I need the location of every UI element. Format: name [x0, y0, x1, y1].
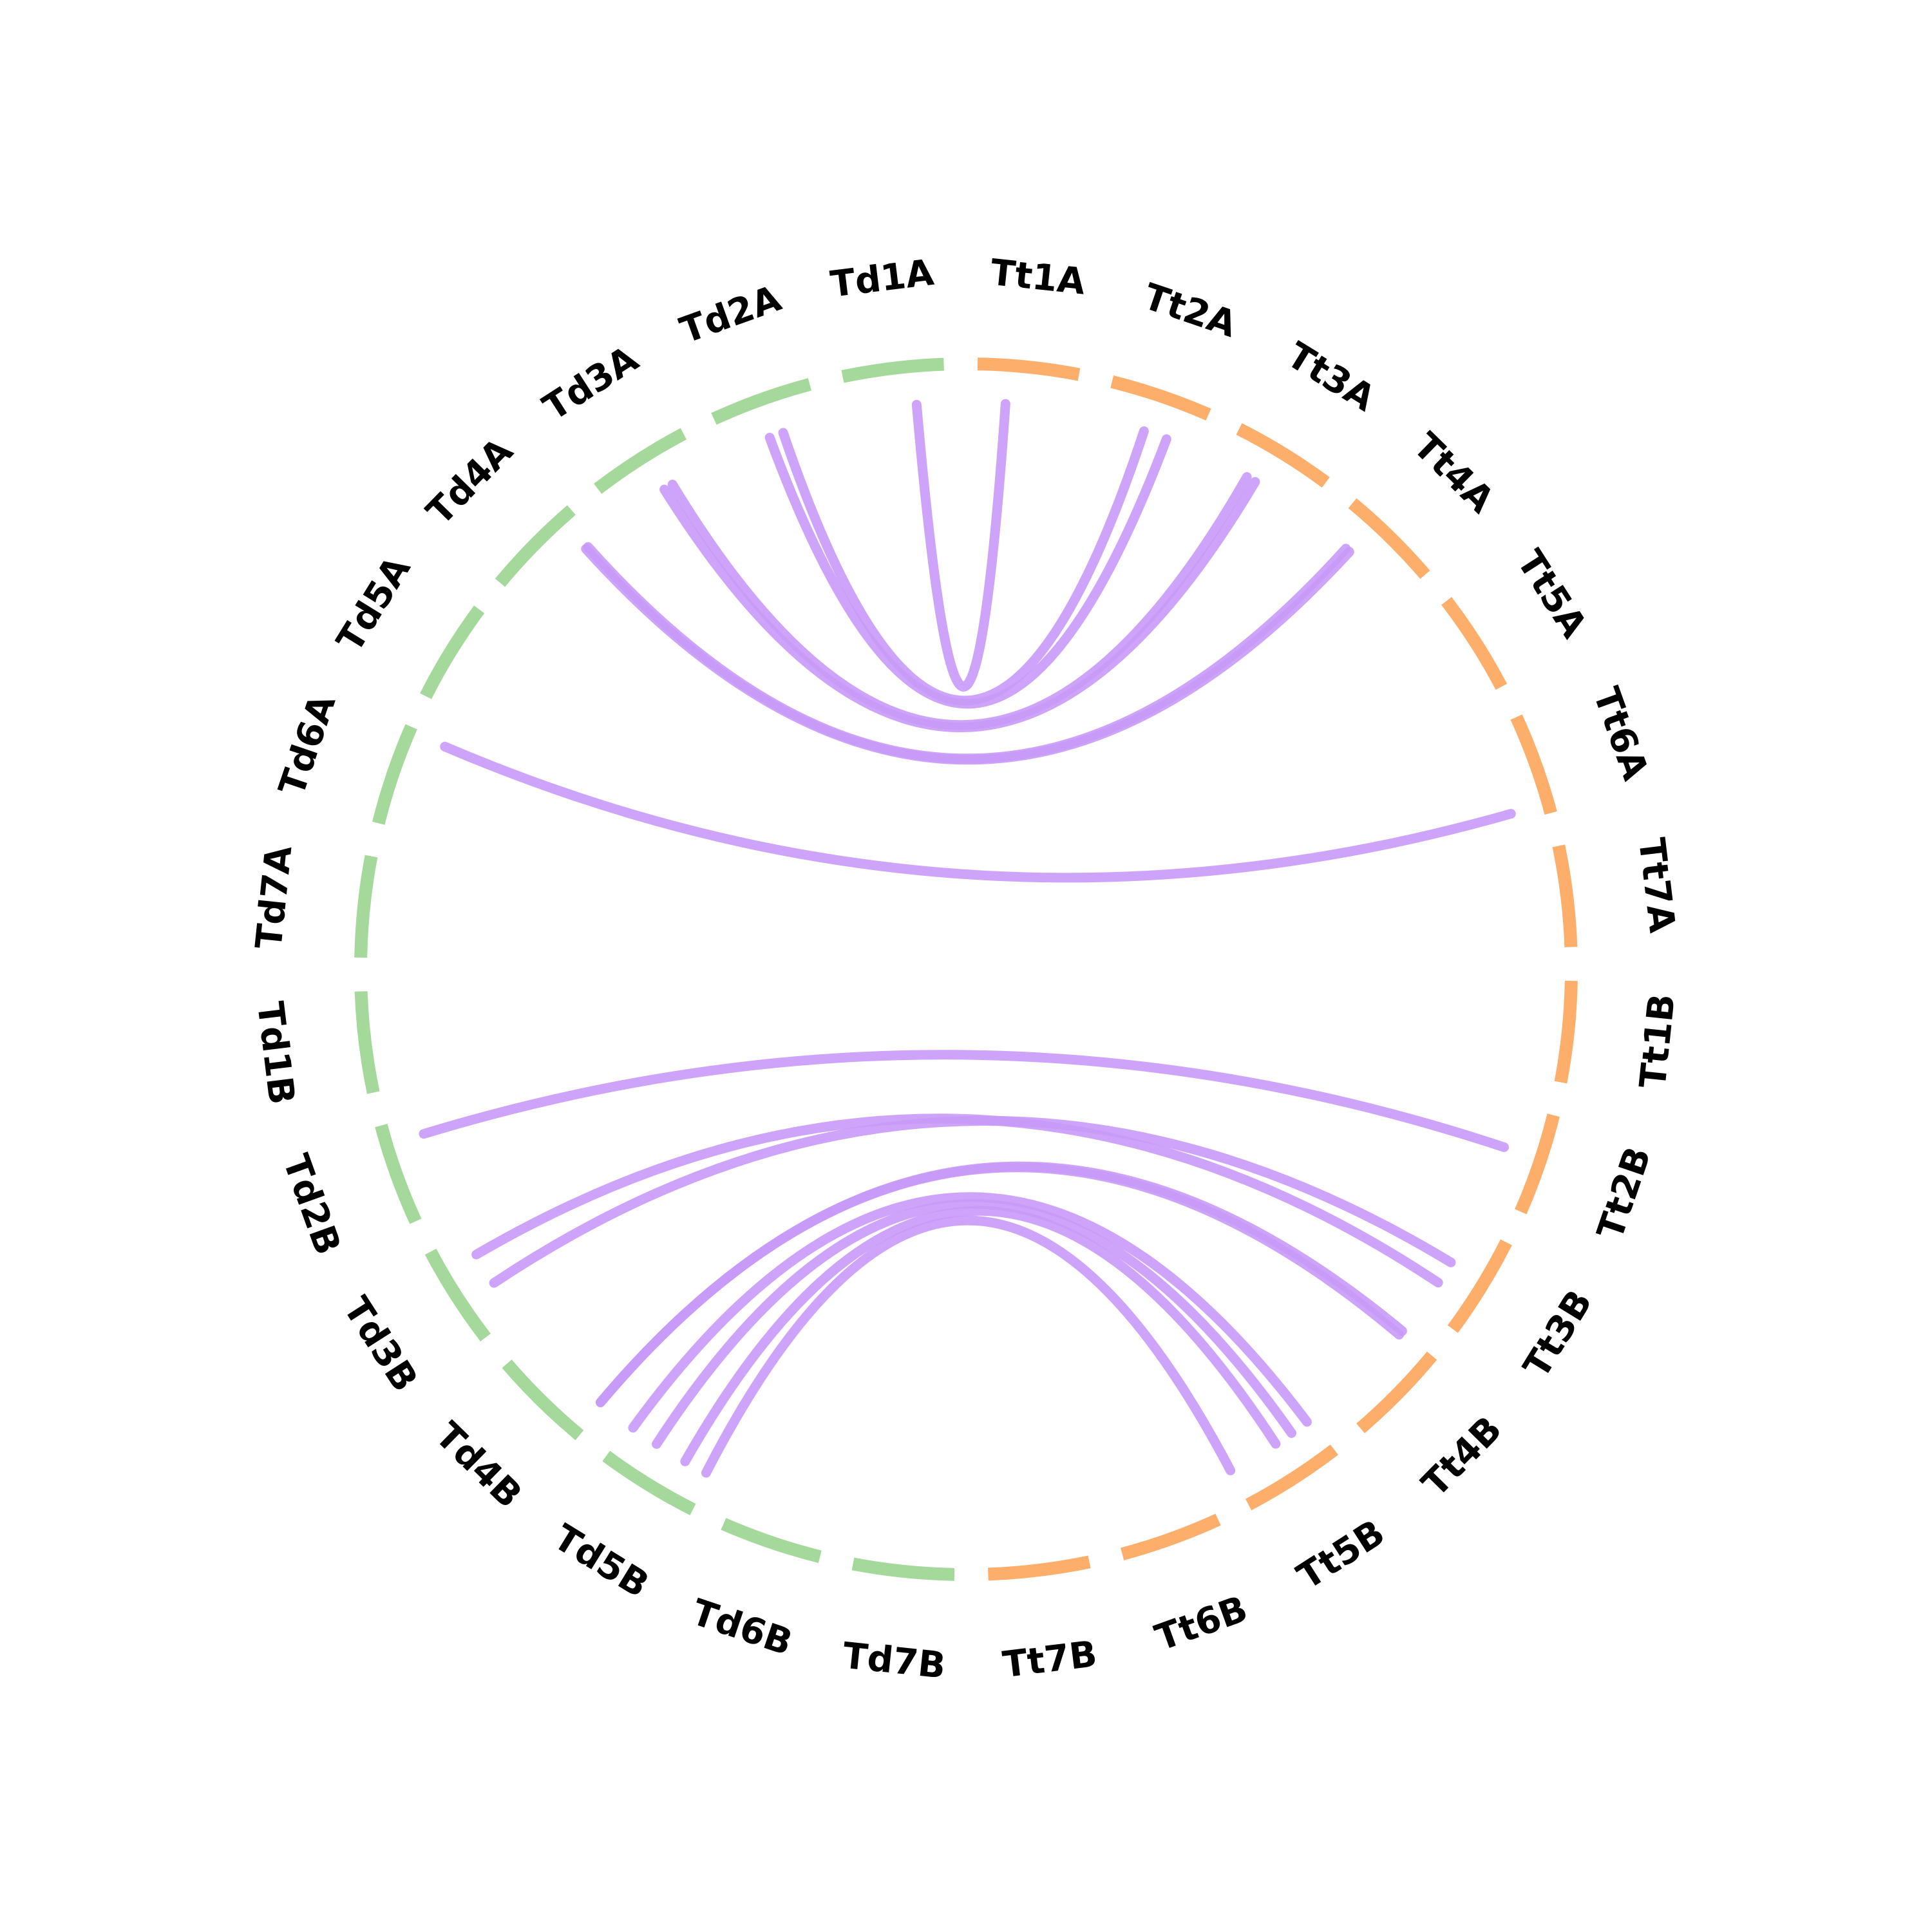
chromosome-segment-tt3a — [1236, 423, 1330, 488]
synteny-link-td4b-tt4b — [596, 1161, 1407, 1408]
chromosome-label-tt2a: Tt2A — [1139, 276, 1242, 346]
synteny-link-td5b-tt5b — [680, 1206, 1281, 1466]
chromosome-label-td7b: Td7B — [841, 1635, 948, 1687]
chromosome-label-tt2b: Tt2B — [1589, 1142, 1660, 1245]
synteny-link-td2a-tt2a — [778, 426, 1149, 706]
chromosome-label-td5a: Td5A — [329, 549, 419, 659]
chromosome-label-tt4b: Tt4B — [1414, 1408, 1510, 1505]
chromosome-segment-td2b — [375, 1124, 422, 1224]
synteny-link-td3a-tt3a — [659, 477, 1260, 732]
chromosome-segment-tt5b — [1245, 1444, 1338, 1511]
chromosome-label-tt1b: Tt1B — [1632, 992, 1683, 1090]
chromosome-segment-tt7b — [988, 1555, 1091, 1581]
chromosome-segment-tt3b — [1447, 1239, 1512, 1333]
chromosome-label-td1b: Td1B — [249, 999, 303, 1107]
chromosome-segment-tt4a — [1348, 498, 1430, 579]
chromosome-segment-tt6b — [1121, 1513, 1221, 1560]
chromosome-segment-tt5a — [1441, 597, 1508, 690]
synteny-link-td5b-tt5b — [701, 1215, 1236, 1478]
synteny-link-td3b-tt3b — [489, 1115, 1456, 1288]
synteny-link-td1a-tt1a — [911, 399, 1010, 692]
chromosome-segment-td4b — [502, 1359, 584, 1441]
chromosome-label-tt6a: Tt6A — [1585, 682, 1656, 786]
chromosome-label-tt5b: Tt5B — [1290, 1512, 1392, 1598]
chromosome-segment-tt1a — [977, 357, 1081, 381]
chromosome-label-td5b: Td5B — [546, 1517, 656, 1606]
chromosome-segment-td5b — [602, 1450, 696, 1515]
chromosome-label-tt7b: Tt7B — [1001, 1633, 1099, 1686]
chromosome-label-tt7a: Tt7A — [1630, 836, 1683, 936]
chromosome-label-td2a: Td2A — [675, 278, 787, 352]
chromosome-label-tt3b: Tt3B — [1515, 1283, 1600, 1385]
chromosome-segment-td5a — [420, 605, 485, 699]
chromosome-label-td4a: Td4A — [419, 430, 521, 533]
chromosome-label-td6a: Td6A — [271, 689, 344, 801]
chromosome-segment-td1b — [354, 991, 380, 1094]
synteny-link-td2b-tt2b — [419, 1050, 1509, 1152]
chromosome-label-tt1a: Tt1A — [989, 252, 1088, 303]
chromosome-segment-td2a — [711, 378, 811, 425]
chromosome-segment-td7b — [851, 1557, 955, 1581]
chromosome-label-td1a: Td1A — [828, 252, 936, 306]
synteny-link-td5b-tt5b — [628, 1192, 1312, 1433]
chromosome-segment-td1a — [841, 357, 944, 383]
chromosome-label-tt5a: Tt5A — [1508, 543, 1595, 646]
chromosome-label-tt4a: Tt4A — [1405, 425, 1502, 522]
chromosome-segment-tt1b — [1554, 980, 1578, 1084]
chromosome-segment-td6b — [721, 1518, 822, 1563]
chromosome-ring — [354, 357, 1578, 1581]
chromosome-label-td6b: Td6B — [687, 1591, 797, 1664]
chromosome-segment-tt2b — [1515, 1113, 1560, 1215]
chromosome-label-tt6b: Tt6B — [1150, 1588, 1253, 1660]
chromosome-segment-tt2a — [1110, 375, 1211, 421]
chromosome-segment-td4a — [495, 505, 576, 587]
chromosome-segment-td6a — [372, 724, 417, 825]
chromosome-label-td7a: Td7A — [248, 844, 300, 951]
synteny-link-td6a-tt6a — [440, 741, 1516, 883]
synteny-link-td4a-tt4a — [583, 542, 1351, 764]
chromosome-segment-tt7a — [1552, 844, 1578, 947]
chromosome-segment-td3a — [594, 428, 687, 494]
chromosome-label-td4b: Td4B — [427, 1414, 530, 1516]
chromosome-label-td2b: Td2B — [274, 1149, 348, 1260]
synteny-links — [419, 399, 1516, 1478]
chromosome-segment-tt4b — [1356, 1351, 1437, 1434]
chromosome-label-tt3a: Tt3A — [1280, 334, 1383, 420]
chromosome-label-td3a: Td3A — [536, 338, 646, 430]
chromosome-segment-tt6a — [1510, 714, 1557, 815]
synteny-link-td5b-tt5b — [652, 1198, 1296, 1449]
chromosome-segment-td7a — [354, 855, 378, 958]
chromosome-label-td3b: Td3B — [335, 1290, 426, 1399]
chromosome-segment-td3b — [424, 1248, 491, 1341]
